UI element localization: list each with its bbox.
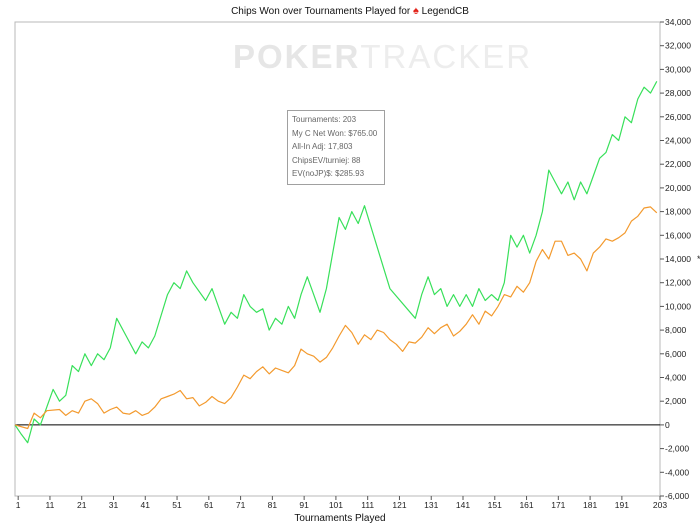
y-tick-label: 16,000 xyxy=(665,230,691,240)
tooltip-line: Tournaments: 203 xyxy=(292,115,357,124)
series-line-1 xyxy=(14,81,658,444)
x-tick-label: 131 xyxy=(424,500,438,510)
y-tick-label: 6,000 xyxy=(665,349,687,359)
x-tick-label: 203 xyxy=(653,500,667,510)
tooltip-line: EV(noJP)$: $285.93 xyxy=(292,169,365,178)
x-tick-label: 161 xyxy=(519,500,533,510)
y-tick-label: 8,000 xyxy=(665,325,687,335)
y-tick-label: 30,000 xyxy=(665,64,691,74)
x-axis-label: Tournaments Played xyxy=(294,513,386,524)
x-tick-label: 21 xyxy=(77,500,87,510)
y-tick-label: 4,000 xyxy=(665,373,687,383)
y-tick-label: 22,000 xyxy=(665,159,691,169)
spade-icon: ♠ xyxy=(413,5,419,17)
x-tick-label: 91 xyxy=(299,500,309,510)
y-tick-label: 12,000 xyxy=(665,278,691,288)
y-tick-label: 20,000 xyxy=(665,183,691,193)
x-tick-label: 101 xyxy=(329,500,343,510)
title-prefix: Chips Won over Tournaments Played for xyxy=(231,6,411,17)
y-tick-label: 34,000 xyxy=(665,17,691,27)
y-tick-label: -4,000 xyxy=(665,467,689,477)
y-tick-label: -2,000 xyxy=(665,444,689,454)
x-tick-label: 151 xyxy=(488,500,502,510)
tooltip-line: My C Net Won: $765.00 xyxy=(292,128,378,138)
x-tick-label: 71 xyxy=(236,500,246,510)
y-tick-label: 18,000 xyxy=(665,207,691,217)
x-tick-label: 61 xyxy=(204,500,214,510)
x-tick-label: 51 xyxy=(172,500,182,510)
y-tick-label: 28,000 xyxy=(665,88,691,98)
chart-title: Chips Won over Tournaments Played for ♠ … xyxy=(0,5,700,17)
tooltip-line: ChipsEV/turniej: 88 xyxy=(292,155,361,165)
y-tick-label: 24,000 xyxy=(665,136,691,146)
y-axis-marker: * xyxy=(697,254,700,264)
tooltip-line: All-In Adj: 17,803 xyxy=(292,142,353,151)
y-tick-label: 10,000 xyxy=(665,301,691,311)
x-tick-label: 111 xyxy=(361,500,374,510)
x-tick-label: 141 xyxy=(456,500,470,510)
x-tick-label: 191 xyxy=(615,500,629,510)
pokertracker-watermark-logo: POKERTRACKER xyxy=(233,38,533,75)
y-tick-label: 26,000 xyxy=(665,112,691,122)
y-tick-label: -6,000 xyxy=(665,491,689,501)
x-tick-label: 121 xyxy=(392,500,406,510)
x-tick-label: 41 xyxy=(141,500,151,510)
series-line-2 xyxy=(14,206,658,430)
x-tick-label: 31 xyxy=(109,500,119,510)
y-tick-label: 0 xyxy=(665,420,670,430)
x-tick-label: 1 xyxy=(16,500,21,510)
y-tick-label: 2,000 xyxy=(665,396,687,406)
stats-tooltip: Tournaments: 203 My C Net Won: $765.00 A… xyxy=(287,110,385,185)
x-tick-label: 11 xyxy=(46,500,55,510)
y-tick-label: 14,000 xyxy=(665,254,691,264)
y-tick-label: 32,000 xyxy=(665,41,691,51)
player-name: LegendCB xyxy=(421,6,469,17)
x-tick-label: 81 xyxy=(268,500,278,510)
x-tick-label: 171 xyxy=(551,500,565,510)
x-tick-label: 181 xyxy=(583,500,597,510)
